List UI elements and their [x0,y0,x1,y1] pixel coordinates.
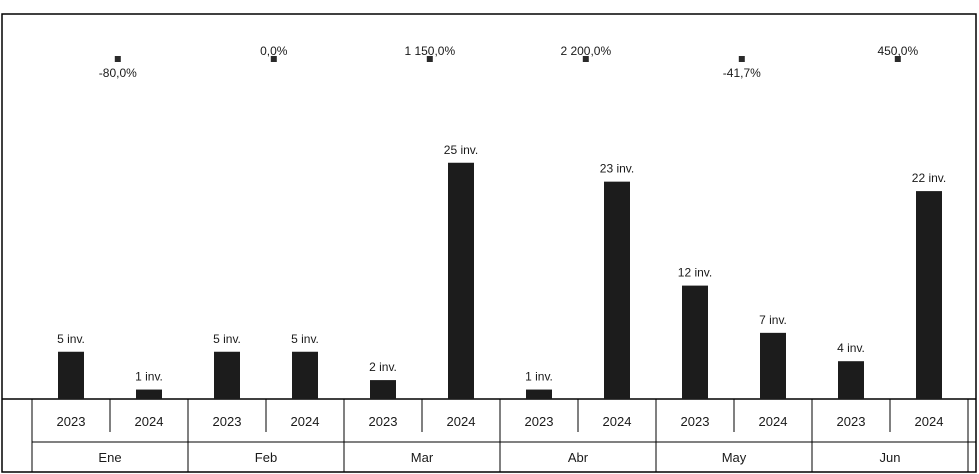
bar-value-label: 5 inv. [57,332,85,346]
month-tick-label: Abr [568,450,589,465]
year-tick-label: 2024 [135,414,164,429]
pct-change-label: 1 150,0% [404,44,455,58]
pct-change-marker [738,56,745,62]
month-tick-label: Ene [98,450,121,465]
pct-change-label: 450,0% [877,44,918,58]
pct-change-marker [582,56,589,62]
category-axis: 2023 2024 Ene 2023 2024 Feb 2023 2024 Mar 2023 202… [2,398,976,472]
pct-change-marker [894,56,901,62]
plot-frame [1,13,977,473]
bar-value-label: 1 inv. [135,370,163,384]
bar-mar-2023 [370,380,396,399]
month-tick-label: Mar [411,450,434,465]
bar-value-label: 22 inv. [912,171,946,185]
bar-abr-2024 [604,181,630,399]
bar-value-label: 23 inv. [600,162,634,176]
bars [58,162,942,399]
pct-change-marker [114,56,121,62]
year-tick-label: 2023 [369,414,398,429]
pct-change-label: 2 200,0% [560,44,611,58]
bar-ene-2024 [136,389,162,399]
year-tick-label: 2023 [681,414,710,429]
pct-change-marker [426,56,433,62]
bar-abr-2023 [526,389,552,399]
bar-value-label: 25 inv. [444,143,478,157]
bar-jun-2024 [916,191,942,399]
bar-value-label: 5 inv. [291,332,319,346]
bar-value-label: 2 inv. [369,360,397,374]
pct-change-marker [270,56,277,62]
year-tick-label: 2023 [57,414,86,429]
year-tick-label: 2024 [447,414,476,429]
year-tick-label: 2024 [759,414,788,429]
month-tick-label: Jun [880,450,901,465]
bar-ene-2023 [58,351,84,399]
year-tick-label: 2023 [213,414,242,429]
bar-value-label: 7 inv. [759,313,787,327]
bar-value-label: 5 inv. [213,332,241,346]
percent-change-markers: -80,0% 0,0% 1 150,0% 2 200,0% -41,7% 450,0% [99,44,919,80]
pct-change-label: 0,0% [260,44,288,58]
bar-feb-2024 [292,351,318,399]
bar-jun-2023 [838,361,864,399]
year-tick-label: 2023 [837,414,866,429]
month-tick-label: May [722,450,747,465]
bar-may-2023 [682,285,708,399]
year-tick-label: 2023 [525,414,554,429]
bar-value-label: 4 inv. [837,341,865,355]
bar-mar-2024 [448,162,474,399]
bar-value-label: 12 inv. [678,266,712,280]
year-tick-label: 2024 [291,414,320,429]
bar-value-label: 1 inv. [525,370,553,384]
bar-feb-2023 [214,351,240,399]
year-tick-label: 2024 [603,414,632,429]
month-tick-label: Feb [255,450,277,465]
bar-may-2024 [760,332,786,399]
year-tick-label: 2024 [915,414,944,429]
pct-change-label: -41,7% [723,66,761,80]
pct-change-label: -80,0% [99,66,137,80]
data-labels: 5 inv. 1 inv. 5 inv. 5 inv. 2 inv. 25 inv. 1 i… [57,143,946,384]
